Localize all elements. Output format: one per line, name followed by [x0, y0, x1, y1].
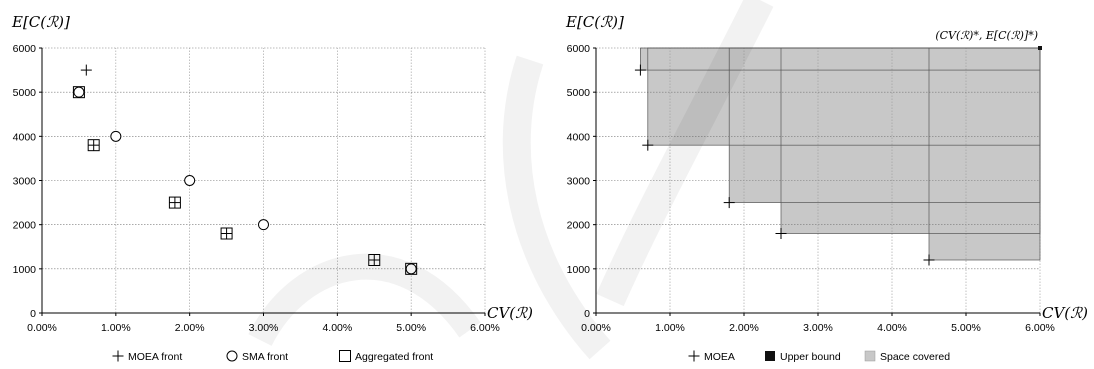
y-axis-label: E[C(ℛ)]	[565, 13, 624, 31]
y-tick-label: 2000	[567, 220, 591, 232]
legend-label: MOEA	[704, 351, 735, 363]
legend-aggregated-icon	[339, 350, 351, 362]
sma-point	[184, 175, 196, 186]
legend-moea-icon	[688, 350, 700, 362]
legend-space-covered-icon	[864, 350, 876, 362]
legend: MOEA Upper bound Space covered	[688, 350, 950, 363]
x-tick-label: 5.00%	[396, 322, 426, 334]
aggregated-point	[87, 139, 100, 152]
x-tick-label: 2.00%	[729, 322, 759, 334]
covered-region-outline-4	[928, 47, 1041, 261]
legend: MOEA front SMA front Aggregated front	[112, 350, 433, 363]
y-tick-label: 0	[584, 308, 590, 320]
legend-label: MOEA front	[128, 351, 182, 363]
x-axis-label: CV(ℛ)	[487, 304, 533, 322]
right-coverage-panel: 0.00% 1.00% 2.00% 3.00% 4.00% 5.00% 6.00% 0 1000…	[565, 13, 1088, 363]
y-tick-label: 3000	[13, 176, 37, 188]
y-tick-label: 3000	[567, 176, 591, 188]
legend-label: Aggregated front	[355, 351, 433, 363]
y-tick-label: 4000	[567, 131, 591, 143]
x-tick-label: 3.00%	[249, 322, 279, 334]
legend-label: Upper bound	[780, 351, 841, 363]
y-tick-label: 0	[30, 308, 36, 320]
x-tick-label: 1.00%	[101, 322, 131, 334]
x-tick-label: 2.00%	[175, 322, 205, 334]
y-tick-label: 1000	[13, 264, 37, 276]
moea-point	[221, 228, 233, 239]
sma-point	[110, 130, 122, 142]
y-tick-label: 1000	[567, 264, 591, 276]
left-scatter-panel: 0.00% 1.00% 2.00% 3.00% 4.00% 5.00% 6.00% 0 1000…	[11, 13, 533, 363]
y-tick-label: 6000	[13, 43, 37, 55]
aggregated-point	[220, 227, 233, 240]
y-tick-label: 6000	[567, 43, 591, 55]
y-tick-label: 2000	[13, 220, 37, 232]
moea-point	[88, 139, 100, 151]
moea-point	[923, 254, 935, 266]
moea-point	[642, 139, 654, 151]
moea-point	[169, 197, 181, 209]
sma-point	[258, 219, 269, 231]
x-tick-label: 5.00%	[951, 322, 981, 334]
x-axis-label: CV(ℛ)	[1042, 304, 1088, 322]
x-tick-label: 6.00%	[1025, 322, 1055, 334]
y-tick-label: 5000	[567, 87, 591, 99]
legend-sma-icon	[226, 350, 238, 362]
upper-bound-point	[1038, 46, 1042, 50]
aggregated-point	[168, 196, 181, 209]
y-tick-label: 5000	[13, 87, 37, 99]
legend-label: SMA front	[242, 351, 288, 363]
x-tick-label: 0.00%	[581, 322, 611, 334]
x-tick-label: 4.00%	[877, 322, 907, 334]
x-tick-label: 6.00%	[470, 322, 500, 334]
moea-point	[723, 197, 735, 209]
legend-upper-bound-icon	[765, 351, 775, 361]
moea-point	[80, 64, 92, 76]
moea-point	[368, 254, 380, 266]
sma-point	[73, 86, 85, 98]
y-axis-label: E[C(ℛ)]	[11, 13, 70, 31]
y-tick-label: 4000	[13, 131, 37, 143]
x-tick-label: 3.00%	[803, 322, 833, 334]
legend-label: Space covered	[880, 351, 950, 363]
x-tick-label: 1.00%	[655, 322, 685, 334]
upper-bound-annotation: (CV(ℛ)*, E[C(ℛ)]*)	[935, 29, 1038, 42]
aggregated-point	[368, 254, 381, 266]
sma-point	[405, 263, 417, 275]
legend-moea-icon	[112, 350, 124, 362]
x-tick-label: 0.00%	[27, 322, 57, 334]
covered-region-4	[929, 48, 1040, 260]
aggregated-point	[72, 86, 85, 99]
aggregated-point	[405, 262, 418, 275]
moea-point	[775, 228, 787, 239]
x-tick-label: 4.00%	[322, 322, 352, 334]
moea-point	[634, 64, 646, 76]
